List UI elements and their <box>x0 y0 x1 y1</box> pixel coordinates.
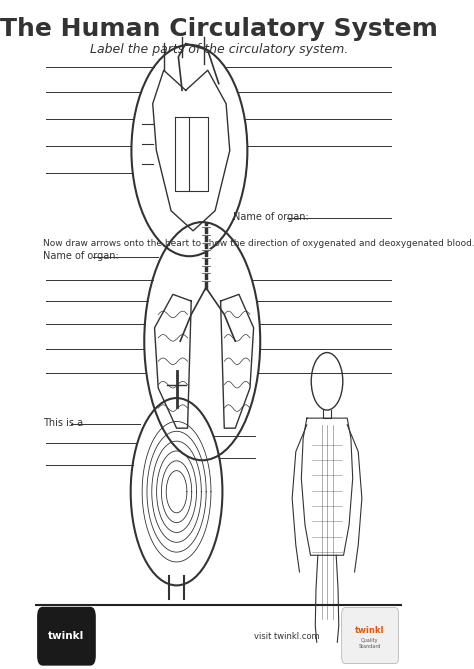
Text: This is a: This is a <box>43 418 86 427</box>
Text: twinkl: twinkl <box>48 632 84 641</box>
FancyBboxPatch shape <box>37 607 96 666</box>
Text: Quality
Standard: Quality Standard <box>359 638 381 649</box>
Text: Now draw arrows onto the heart to show the direction of oxygenated and deoxygena: Now draw arrows onto the heart to show t… <box>43 239 474 248</box>
Text: Label the parts of the circulatory system.: Label the parts of the circulatory syste… <box>90 43 348 56</box>
Text: twinkl: twinkl <box>355 626 385 635</box>
Text: visit twinkl.com: visit twinkl.com <box>254 632 319 641</box>
Text: The Human Circulatory System: The Human Circulatory System <box>0 17 438 41</box>
Text: Name of organ:: Name of organ: <box>43 251 121 260</box>
Text: Name of organ:: Name of organ: <box>233 212 312 221</box>
FancyBboxPatch shape <box>342 607 399 664</box>
